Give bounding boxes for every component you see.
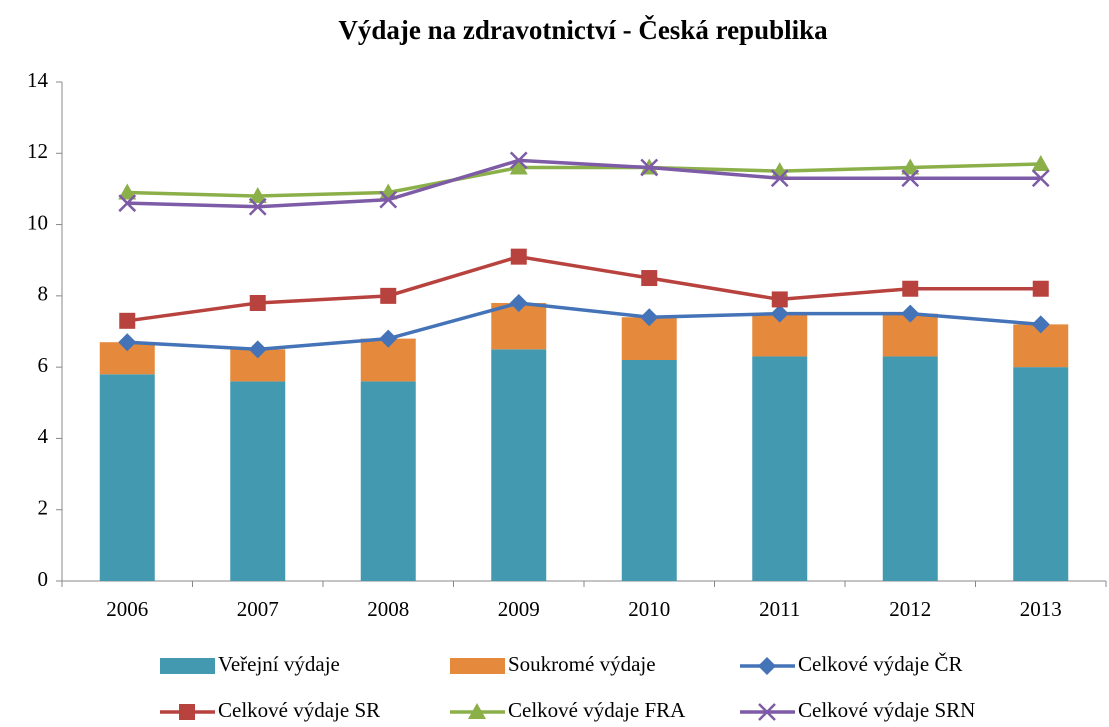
y-tick-label: 8	[38, 282, 49, 306]
point	[248, 187, 267, 204]
y-tick-label: 12	[27, 139, 48, 163]
legend-label: Veřejní výdaje	[218, 652, 340, 676]
line	[127, 162, 1041, 198]
chart-title: Výdaje na zdravotnictví - Česká republik…	[338, 15, 828, 45]
point	[770, 304, 789, 323]
point	[379, 329, 398, 348]
point	[641, 270, 658, 287]
bar	[1013, 367, 1069, 581]
point	[509, 151, 528, 170]
bar	[491, 349, 547, 581]
y-tick-label: 2	[38, 496, 49, 520]
legend-marker	[758, 657, 776, 675]
y-tick-label: 4	[38, 424, 49, 448]
point	[902, 280, 919, 297]
point	[248, 197, 267, 216]
point	[1032, 280, 1049, 297]
x-tick-label: 2007	[237, 597, 279, 621]
point	[118, 183, 137, 200]
point	[770, 169, 789, 188]
legend-label: Celkové výdaje FRA	[508, 698, 686, 722]
point	[118, 194, 137, 213]
y-tick-label: 0	[38, 567, 49, 591]
point	[1031, 169, 1050, 188]
bar	[360, 381, 416, 581]
bar	[882, 356, 938, 581]
point	[510, 248, 527, 265]
point	[640, 308, 659, 327]
bar	[752, 356, 808, 581]
legend-marker	[179, 704, 195, 720]
point	[640, 158, 659, 177]
legend-label: Celkové výdaje SRN	[798, 698, 975, 722]
bar	[621, 360, 677, 581]
x-tick-label: 2006	[106, 597, 148, 621]
point	[119, 312, 136, 329]
point	[248, 340, 267, 359]
x-tick-label: 2013	[1020, 597, 1062, 621]
point	[379, 190, 398, 209]
point	[771, 291, 788, 308]
bar	[230, 381, 286, 581]
point	[509, 158, 528, 175]
bar	[99, 374, 155, 581]
legend-swatch	[450, 658, 505, 674]
legend-swatch	[160, 658, 215, 674]
x-tick-label: 2010	[628, 597, 670, 621]
line	[127, 254, 1041, 323]
point	[249, 294, 266, 311]
point	[901, 158, 920, 175]
legend-marker	[468, 703, 486, 719]
legend-label: Celkové výdaje SR	[218, 698, 380, 722]
x-tick-label: 2008	[367, 597, 409, 621]
point	[118, 333, 137, 352]
point	[380, 287, 397, 304]
legend-label: Soukromé výdaje	[508, 652, 656, 676]
line	[127, 301, 1041, 352]
line	[127, 158, 1041, 209]
y-tick-label: 14	[27, 68, 49, 92]
y-tick-label: 6	[38, 353, 49, 377]
point	[901, 169, 920, 188]
legend-label: Celkové výdaje ČR	[798, 652, 962, 676]
point	[1031, 154, 1050, 171]
x-tick-label: 2012	[889, 597, 931, 621]
x-tick-label: 2009	[498, 597, 540, 621]
point	[509, 293, 528, 312]
point	[1031, 315, 1050, 334]
y-tick-label: 10	[27, 210, 48, 234]
legend-marker	[758, 703, 776, 721]
point	[901, 304, 920, 323]
x-tick-label: 2011	[759, 597, 800, 621]
